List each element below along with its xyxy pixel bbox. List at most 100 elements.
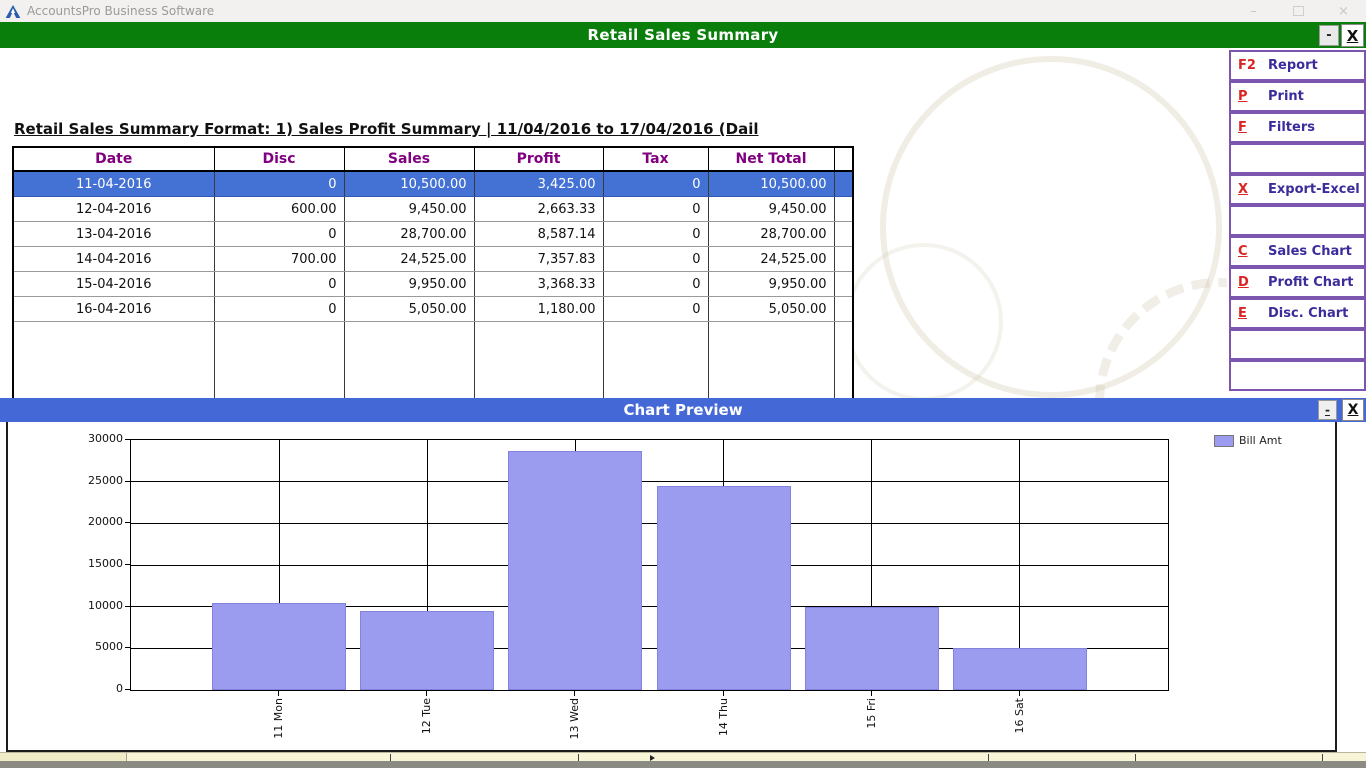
table-header-row: Date Disc Sales Profit Tax Net Total: [12, 146, 854, 172]
sidebar-button-profit-chart[interactable]: D Profit Chart: [1229, 267, 1366, 298]
report-format-header: Retail Sales Summary Format: 1) Sales Pr…: [14, 120, 759, 138]
table-row[interactable]: 16-04-2016 0 5,050.00 1,180.00 0 5,050.00: [12, 296, 854, 322]
sidebar-button-label: Disc. Chart: [1268, 306, 1349, 321]
y-axis-tick-label: 0: [116, 682, 123, 695]
column-header-disc[interactable]: Disc: [213, 146, 345, 172]
window-minimize-button[interactable]: –: [1231, 0, 1276, 22]
chart-close-button[interactable]: X: [1342, 399, 1364, 421]
watermark-circle: [880, 56, 1222, 398]
cell-net-total: 10,500.00: [707, 171, 835, 197]
y-axis-tick-label: 10000: [88, 598, 123, 612]
table-row[interactable]: 11-04-2016 0 10,500.00 3,425.00 0 10,500.00: [12, 171, 854, 197]
column-header-profit[interactable]: Profit: [473, 146, 604, 172]
table-row[interactable]: 12-04-2016 600.00 9,450.00 2,663.33 0 9,450.0…: [12, 196, 854, 222]
cell-tax: 0: [602, 246, 709, 272]
scrollbar-arrow-icon: [650, 755, 655, 761]
cell-date: 16-04-2016: [12, 296, 215, 322]
x-axis-tick: [574, 690, 576, 696]
column-header-tax[interactable]: Tax: [602, 146, 709, 172]
y-axis-tick-label: 15000: [88, 557, 123, 570]
x-axis-tick: [870, 690, 872, 696]
cell-date: 15-04-2016: [12, 271, 215, 297]
gridline-vertical: [278, 440, 280, 690]
empty-cell: [343, 321, 475, 398]
shortcut-key: C: [1238, 244, 1248, 259]
cell-disc: 0: [213, 296, 345, 322]
empty-cell: [707, 321, 835, 398]
chart-plot-area: [130, 439, 1169, 691]
chart-legend: Bill Amt: [1214, 434, 1282, 447]
cell-sales: 28,700.00: [343, 221, 475, 247]
table-row[interactable]: 13-04-2016 0 28,700.00 8,587.14 0 28,700.00: [12, 221, 854, 247]
shortcut-key: E: [1238, 306, 1247, 321]
cell-date: 14-04-2016: [12, 246, 215, 272]
sidebar-button-label: Print: [1268, 89, 1304, 104]
gridline-horizontal: [131, 522, 1168, 524]
column-header-net-total[interactable]: Net Total: [707, 146, 835, 172]
scrollbar-tick: [988, 754, 989, 761]
maximize-icon: [1293, 6, 1304, 16]
sidebar-button-filters[interactable]: F Filters: [1229, 112, 1366, 143]
x-axis-tick-label: 13 Wed: [568, 698, 609, 739]
bar: [804, 607, 939, 690]
x-axis-label-text: 13 Wed: [568, 698, 582, 740]
cell-disc: 600.00: [213, 196, 345, 222]
cell-spacer: [833, 271, 854, 297]
scrollbar-tick: [1135, 754, 1136, 761]
app-logo-icon: [5, 4, 21, 19]
sidebar-button-sales-chart[interactable]: C Sales Chart: [1229, 236, 1366, 267]
watermark-circle: [1095, 278, 1227, 398]
x-axis-label-text: 15 Fri: [864, 698, 878, 729]
window-bottom-edge: [0, 761, 1366, 768]
report-minimize-button[interactable]: -: [1319, 25, 1339, 46]
report-close-button[interactable]: X: [1341, 24, 1364, 47]
bottom-scrollbar[interactable]: [0, 752, 1366, 762]
y-axis-tick-label: 5000: [95, 640, 123, 654]
sidebar-button-export-excel[interactable]: X Export-Excel: [1229, 174, 1366, 205]
close-icon: ×: [1338, 3, 1349, 19]
cell-tax: 0: [602, 271, 709, 297]
cell-profit: 7,357.83: [473, 246, 604, 272]
gridline-horizontal: [131, 564, 1168, 566]
cell-spacer: [833, 296, 854, 322]
sidebar-button-empty: [1229, 329, 1366, 360]
shortcut-key: F2: [1238, 58, 1256, 73]
sidebar-button-label: Report: [1268, 58, 1318, 73]
table-row[interactable]: 14-04-2016 700.00 24,525.00 7,357.83 0 24,525…: [12, 246, 854, 272]
sidebar-button-disc-chart[interactable]: E Disc. Chart: [1229, 298, 1366, 329]
x-axis-tick: [278, 690, 280, 696]
bar: [212, 602, 347, 690]
empty-cell: [602, 321, 709, 398]
x-axis-label-text: 16 Sat: [1012, 698, 1026, 734]
sidebar-button-report[interactable]: F2 Report: [1229, 50, 1366, 81]
cell-date: 11-04-2016: [12, 171, 215, 197]
gridline-horizontal: [131, 481, 1168, 483]
bar: [508, 450, 643, 690]
table-empty-space: [12, 321, 854, 398]
column-header-sales[interactable]: Sales: [343, 146, 475, 172]
actions-sidebar: F2 Report P Print F Filters X Export-Excel C Sale…: [1227, 48, 1366, 398]
x-axis-tick-label: 12 Tue: [420, 698, 456, 734]
window-close-button[interactable]: ×: [1321, 0, 1366, 22]
empty-cell: [833, 321, 854, 398]
sidebar-button-label: Profit Chart: [1268, 275, 1354, 290]
sales-table: Date Disc Sales Profit Tax Net Total 11-04-20…: [12, 146, 854, 398]
x-axis-tick-label: 16 Sat: [1013, 698, 1049, 734]
cell-spacer: [833, 221, 854, 247]
cell-sales: 9,450.00: [343, 196, 475, 222]
cell-date: 13-04-2016: [12, 221, 215, 247]
sidebar-button-print[interactable]: P Print: [1229, 81, 1366, 112]
cell-disc: 0: [213, 171, 345, 197]
chart-minimize-button[interactable]: -: [1318, 400, 1337, 420]
cell-sales: 9,950.00: [343, 271, 475, 297]
table-row[interactable]: 15-04-2016 0 9,950.00 3,368.33 0 9,950.00: [12, 271, 854, 297]
window-maximize-button[interactable]: [1276, 0, 1321, 22]
column-header-date[interactable]: Date: [12, 146, 215, 172]
sidebar-button-label: Filters: [1268, 120, 1315, 135]
scrollbar-left-block[interactable]: [0, 753, 127, 762]
cell-profit: 8,587.14: [473, 221, 604, 247]
cell-disc: 700.00: [213, 246, 345, 272]
column-header-spacer: [833, 146, 854, 172]
cell-sales: 24,525.00: [343, 246, 475, 272]
cell-sales: 5,050.00: [343, 296, 475, 322]
